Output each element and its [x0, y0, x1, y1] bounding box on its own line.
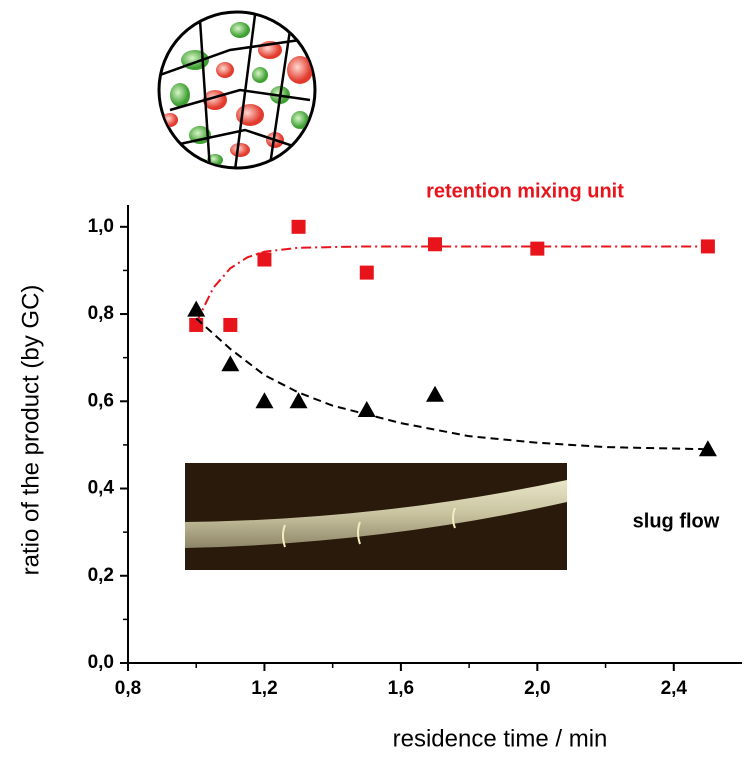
point — [700, 239, 715, 254]
fit-curve — [195, 245, 708, 324]
series-label: retention mixing unit — [426, 180, 624, 202]
x-tick-label: 1,2 — [251, 678, 277, 699]
point — [223, 317, 238, 332]
y-tick-label: 0,8 — [88, 303, 114, 324]
x-tick-label: 0,8 — [115, 678, 141, 699]
x-tick-label: 2,0 — [524, 678, 550, 699]
point — [289, 392, 308, 409]
y-tick-label: 0,4 — [88, 478, 115, 499]
point — [255, 392, 274, 409]
point — [189, 317, 204, 332]
point — [187, 300, 206, 317]
point — [357, 401, 376, 418]
y-tick-label: 0,0 — [88, 652, 114, 673]
y-axis-title: ratio of the product (by GC) — [17, 285, 44, 576]
x-tick-label: 2,4 — [661, 678, 688, 699]
point — [426, 385, 444, 402]
point — [257, 252, 272, 267]
y-tick-label: 0,6 — [88, 390, 114, 411]
y-tick-label: 1,0 — [88, 216, 114, 237]
x-axis-title: residence time / min — [393, 725, 608, 752]
mixer-illustration — [157, 10, 317, 170]
point — [291, 219, 306, 234]
point — [359, 265, 374, 280]
slug-flow-photo — [185, 463, 567, 570]
point — [221, 355, 240, 372]
series-label: slug flow — [633, 510, 720, 532]
point — [698, 440, 717, 457]
point — [530, 241, 545, 256]
point — [428, 237, 442, 252]
fit-curve — [195, 317, 708, 451]
y-tick-label: 0,2 — [88, 565, 114, 586]
x-tick-label: 1,6 — [388, 678, 414, 699]
